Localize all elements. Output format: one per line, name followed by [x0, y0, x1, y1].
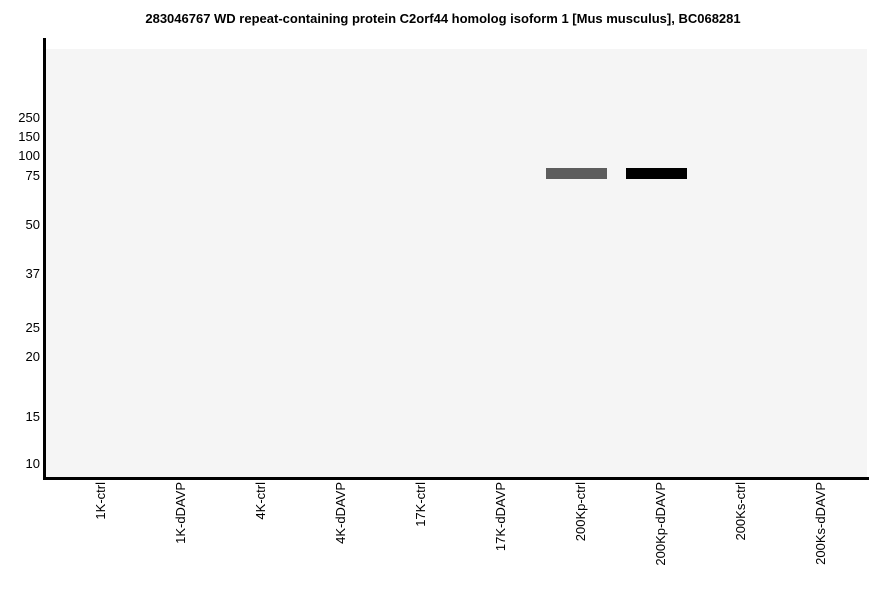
- y-axis-tick-label: 50: [25, 217, 40, 232]
- x-axis-line: [43, 477, 869, 480]
- x-axis-lane-label: 200Ks-dDAVP: [813, 482, 828, 565]
- y-axis-tick-label: 100: [18, 148, 40, 163]
- y-axis-tick-label: 250: [18, 110, 40, 125]
- x-axis-lane-label: 4K-ctrl: [253, 482, 268, 520]
- x-axis-lane-label: 200Kp-dDAVP: [653, 482, 668, 566]
- x-axis-lane-label: 1K-dDAVP: [173, 482, 188, 544]
- chart-title: 283046767 WD repeat-containing protein C…: [145, 11, 741, 26]
- y-axis-tick-label: 10: [25, 456, 40, 471]
- x-axis-lane-label: 1K-ctrl: [93, 482, 108, 520]
- y-axis-tick-label: 15: [25, 409, 40, 424]
- blot-band: [546, 168, 607, 179]
- y-axis-tick-label: 25: [25, 320, 40, 335]
- y-axis-tick-label: 20: [25, 349, 40, 364]
- y-axis-tick-label: 75: [25, 168, 40, 183]
- plot-area: [46, 49, 867, 477]
- x-axis-lane-label: 200Kp-ctrl: [573, 482, 588, 542]
- x-axis-lane-label: 200Ks-ctrl: [733, 482, 748, 541]
- x-axis-lane-label: 4K-dDAVP: [333, 482, 348, 544]
- y-axis-line: [43, 38, 46, 480]
- blot-band: [626, 168, 687, 179]
- y-axis-tick-label: 37: [25, 266, 40, 281]
- y-axis-tick-label: 150: [18, 129, 40, 144]
- x-axis-lane-label: 17K-dDAVP: [493, 482, 508, 552]
- x-axis-lane-label: 17K-ctrl: [413, 482, 428, 527]
